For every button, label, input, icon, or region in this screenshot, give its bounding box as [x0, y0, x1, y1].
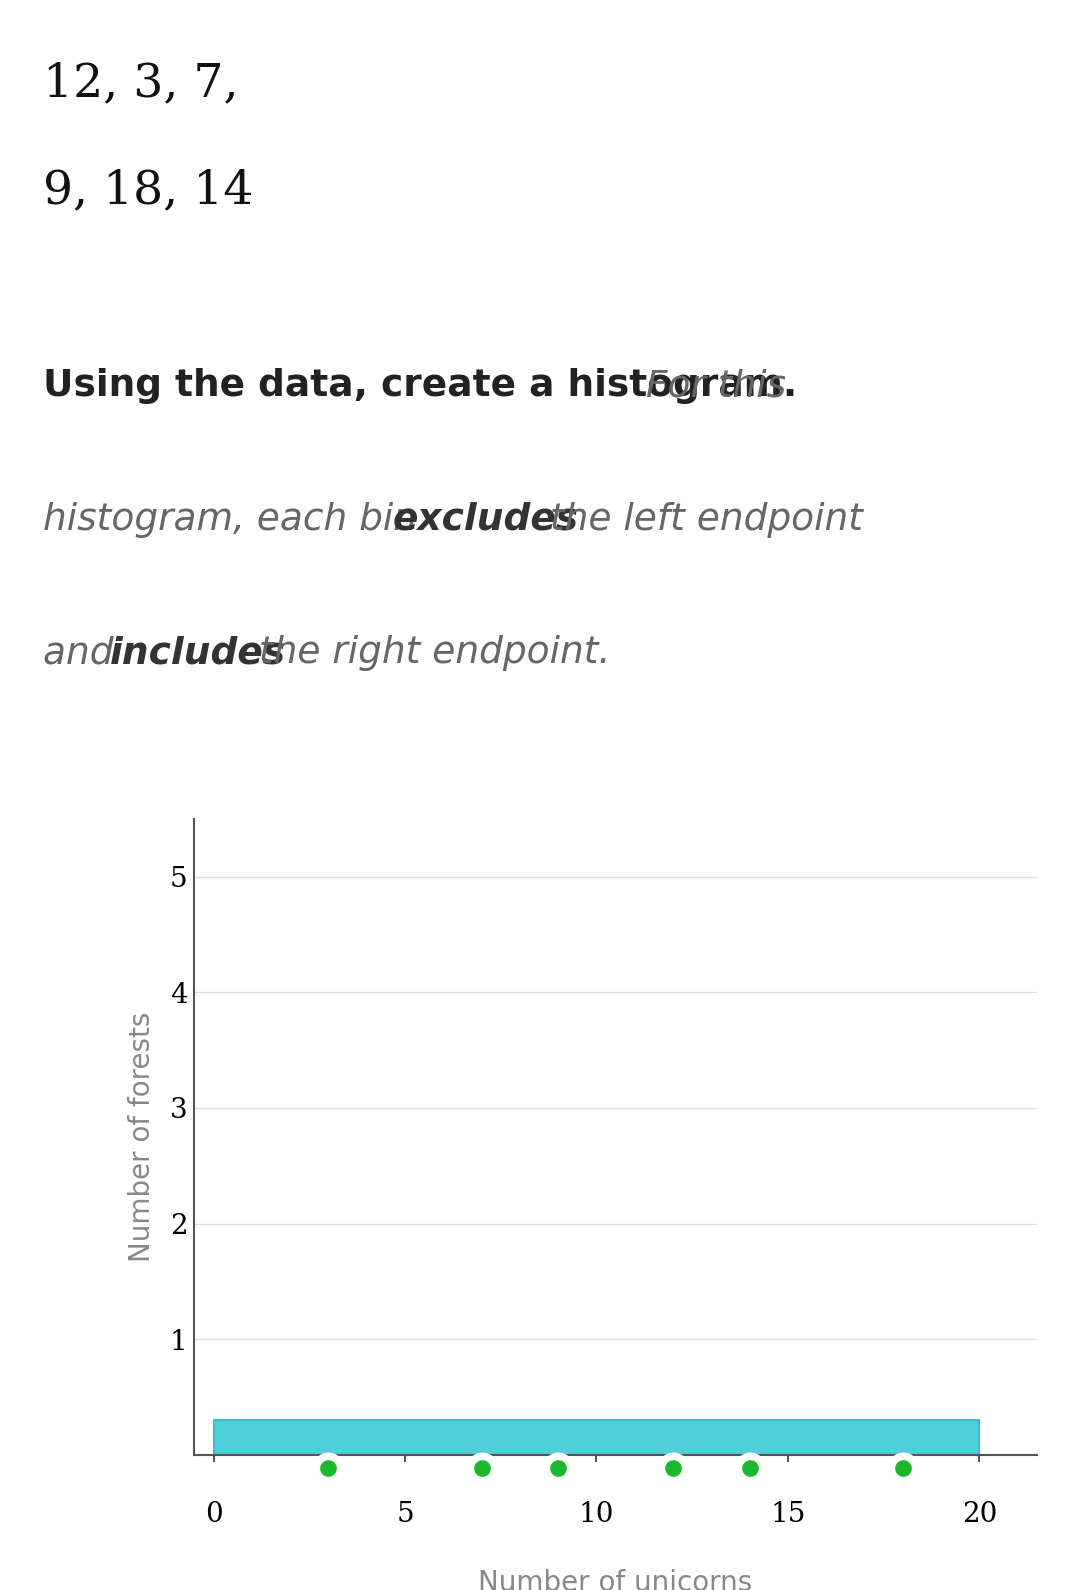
- Text: Using the data, create a histogram.: Using the data, create a histogram.: [43, 369, 797, 404]
- Text: For this: For this: [634, 369, 786, 404]
- Text: histogram, each bin: histogram, each bin: [43, 502, 429, 537]
- Text: excludes: excludes: [393, 502, 579, 537]
- Text: 9, 18, 14: 9, 18, 14: [43, 169, 254, 213]
- X-axis label: Number of unicorns: Number of unicorns: [478, 1569, 753, 1590]
- Text: includes: includes: [110, 636, 286, 671]
- FancyBboxPatch shape: [24, 731, 1056, 1558]
- Y-axis label: Number of forests: Number of forests: [127, 1011, 156, 1262]
- Bar: [214, 1420, 980, 1455]
- Text: and: and: [43, 636, 125, 671]
- Text: 12, 3, 7,: 12, 3, 7,: [43, 60, 239, 107]
- Text: the right endpoint.: the right endpoint.: [247, 636, 610, 671]
- Text: the left endpoint: the left endpoint: [538, 502, 863, 537]
